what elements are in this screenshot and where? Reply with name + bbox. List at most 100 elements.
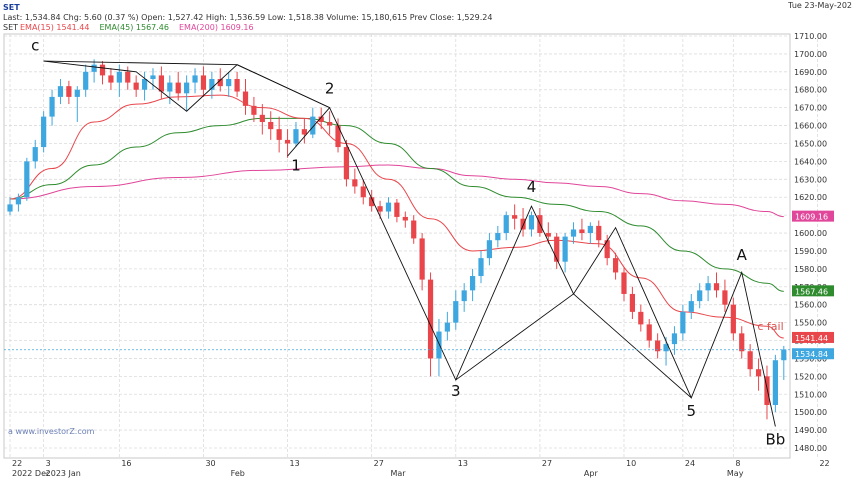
wave-label: Bb [765, 430, 785, 448]
wave-label: c [31, 36, 39, 54]
y-tick-label: 1480.00 [794, 444, 827, 453]
candle-body [301, 129, 307, 135]
candle-body [402, 216, 408, 221]
ema-tag-2-value: 1541.44 [795, 334, 828, 343]
y-tick-label: 1600.00 [794, 229, 827, 238]
candle-body [469, 276, 476, 291]
candle-body [570, 229, 577, 237]
candle-body [217, 78, 223, 87]
ema15-line [9, 94, 784, 339]
quote-line: Last: 1,534.84 Chg: 5.60 (0.37 %) Open: … [3, 13, 492, 22]
candle-body [49, 96, 55, 117]
x-tick-label: 27 [374, 459, 384, 468]
candle-body [739, 333, 745, 352]
trend-line-0 [43, 60, 238, 66]
candle-body [697, 290, 703, 302]
candle-body [646, 324, 652, 341]
x-tick-sublabel: 2022 Dec [12, 469, 50, 478]
ema-lines [9, 94, 784, 339]
candle-body [562, 236, 568, 262]
candle-body [781, 349, 787, 361]
wave-labels: c 2 1 4 3 A 5 Bb c fail [31, 36, 785, 448]
x-tick-sublabel: Mar [390, 469, 406, 478]
candle-body [587, 225, 593, 234]
x-tick-sublabel: May [727, 469, 744, 478]
candle-body [680, 311, 686, 334]
candle-body [444, 322, 450, 332]
candle-body [495, 233, 501, 241]
candle-body [259, 114, 265, 122]
candle-body [74, 89, 80, 97]
trend-line-1 [236, 64, 330, 109]
watermark: a www.investorZ.com [8, 427, 95, 436]
x-tick-label: 22 [819, 459, 829, 468]
candle-body [57, 86, 64, 97]
last-price-tag-value: 1534.84 [795, 350, 828, 359]
candle-body [226, 78, 232, 87]
candle-body [411, 220, 417, 239]
candle-body [655, 340, 661, 352]
y-tick-label: 1520.00 [794, 372, 827, 381]
candle-body [663, 344, 669, 352]
y-tick-label: 1650.00 [794, 139, 827, 148]
candle-body [579, 229, 585, 234]
ema-tag-1-box [792, 285, 834, 297]
x-tick-label: 24 [685, 459, 695, 468]
candle-body [15, 197, 22, 205]
candle-body [150, 75, 156, 79]
wave-label: 2 [325, 79, 335, 97]
wave-label: 1 [291, 156, 301, 174]
candle-body [66, 86, 72, 97]
ema-tag-0-box [792, 210, 834, 222]
candle-body [167, 82, 173, 92]
wave-label: 4 [527, 178, 537, 196]
y-tick-label: 1560.00 [794, 301, 827, 310]
x-tick-label: 22 [12, 459, 22, 468]
candle-body [713, 283, 720, 291]
y-tick-label: 1710.00 [794, 32, 827, 41]
y-tick-label: 1490.00 [794, 426, 827, 435]
candle-body [141, 78, 148, 90]
candle-body [209, 78, 215, 90]
candle-body [327, 121, 333, 126]
candle-body [158, 75, 165, 92]
candle-body [276, 129, 282, 140]
candle-body [545, 233, 551, 237]
candle-body [503, 215, 509, 234]
candle-body [629, 293, 636, 312]
candle-body [747, 351, 753, 370]
candle-body [385, 202, 392, 212]
candle-body [24, 161, 30, 198]
legend-ema-1: EMA(45) 1567.46 [100, 23, 169, 32]
legend-ema-0: EMA(15) 1541.44 [20, 23, 89, 32]
candle-body [461, 290, 467, 302]
annotation-c-fail: c fail [757, 320, 783, 333]
ema45-line [9, 117, 784, 292]
candle-body [730, 304, 736, 334]
x-tick-label: 16 [121, 459, 131, 468]
candle-body [83, 71, 89, 90]
ema-legend: SET EMA(15) 1541.44 EMA(45) 1567.46 EMA(200… [3, 23, 254, 32]
wave-label: 5 [687, 402, 697, 420]
y-tick-label: 1680.00 [794, 86, 827, 95]
wave-label: 3 [451, 382, 461, 400]
y-tick-label: 1590.00 [794, 247, 827, 256]
ema-tag-2-box [792, 331, 834, 343]
ema-tag-0-value: 1609.16 [795, 213, 828, 222]
candle-body [705, 283, 711, 291]
candle-body [310, 116, 316, 135]
candle-body [671, 333, 678, 345]
y-tick-label: 1640.00 [794, 157, 827, 166]
candle-body [612, 258, 619, 273]
x-tick-sublabel: 2023 Jan [46, 469, 81, 478]
candle-body [436, 331, 442, 359]
candle-body [352, 179, 358, 187]
candle-body [343, 147, 350, 180]
candle-body [251, 105, 257, 115]
candle-body [394, 202, 400, 217]
y-tick-label: 1670.00 [794, 104, 827, 113]
legend-symbol: SET [3, 23, 18, 32]
legend-ema-2: EMA(200) 1609.16 [179, 23, 254, 32]
